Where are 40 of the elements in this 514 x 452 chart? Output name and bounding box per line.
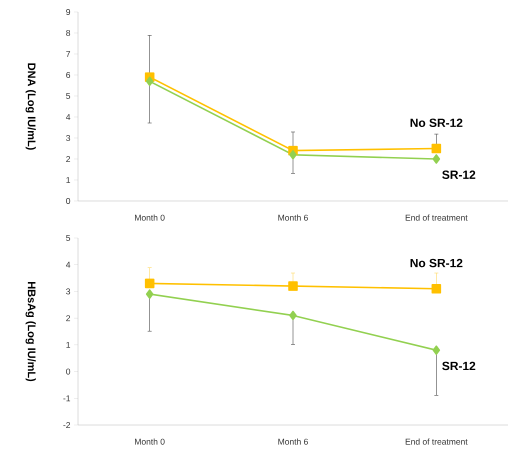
x-tick-label: Month 6 (278, 438, 308, 445)
series-label: No SR-12 (410, 258, 462, 268)
point (432, 345, 440, 355)
y-tick-label: 3 (66, 135, 70, 141)
y-axis-title: HBsAg (Log IU/mL) (26, 282, 36, 382)
series-label: No SR-12 (410, 118, 462, 128)
series-label: SR-12 (442, 170, 476, 179)
point (146, 76, 154, 86)
x-tick-label: Month 6 (278, 214, 308, 221)
point (144, 278, 154, 288)
point (288, 281, 298, 291)
y-tick-label: 1 (66, 177, 70, 183)
point (432, 144, 442, 154)
y-tick-label: 6 (66, 72, 70, 78)
x-tick-label: End of treatment (406, 214, 468, 221)
y-tick-label: 4 (66, 114, 70, 120)
y-tick-label: 4 (66, 262, 70, 268)
y-tick-label: 0 (66, 368, 70, 375)
point (289, 150, 297, 160)
y-tick-label: 0 (66, 198, 70, 204)
x-tick-label: End of treatment (406, 438, 468, 445)
y-tick-label: 8 (66, 30, 70, 36)
y-tick-label: 9 (66, 9, 70, 15)
point (432, 154, 440, 164)
y-tick-label: 3 (66, 288, 70, 294)
y-axis-title: DNA (Log IU/mL) (26, 63, 36, 150)
point (289, 310, 297, 320)
y-tick-label: 2 (66, 156, 70, 162)
y-tick-label: -2 (63, 422, 70, 428)
y-tick-label: 5 (66, 93, 70, 99)
y-tick-label: 7 (66, 51, 70, 57)
series-label: SR-12 (442, 362, 476, 370)
y-tick-label: -1 (63, 395, 70, 402)
y-tick-label: 2 (66, 315, 70, 322)
x-tick-label: Month 0 (135, 214, 165, 221)
y-tick-label: 5 (66, 235, 70, 241)
point (432, 284, 442, 294)
x-tick-label: Month 0 (135, 438, 165, 445)
point (146, 289, 154, 299)
y-tick-label: 1 (66, 342, 70, 348)
